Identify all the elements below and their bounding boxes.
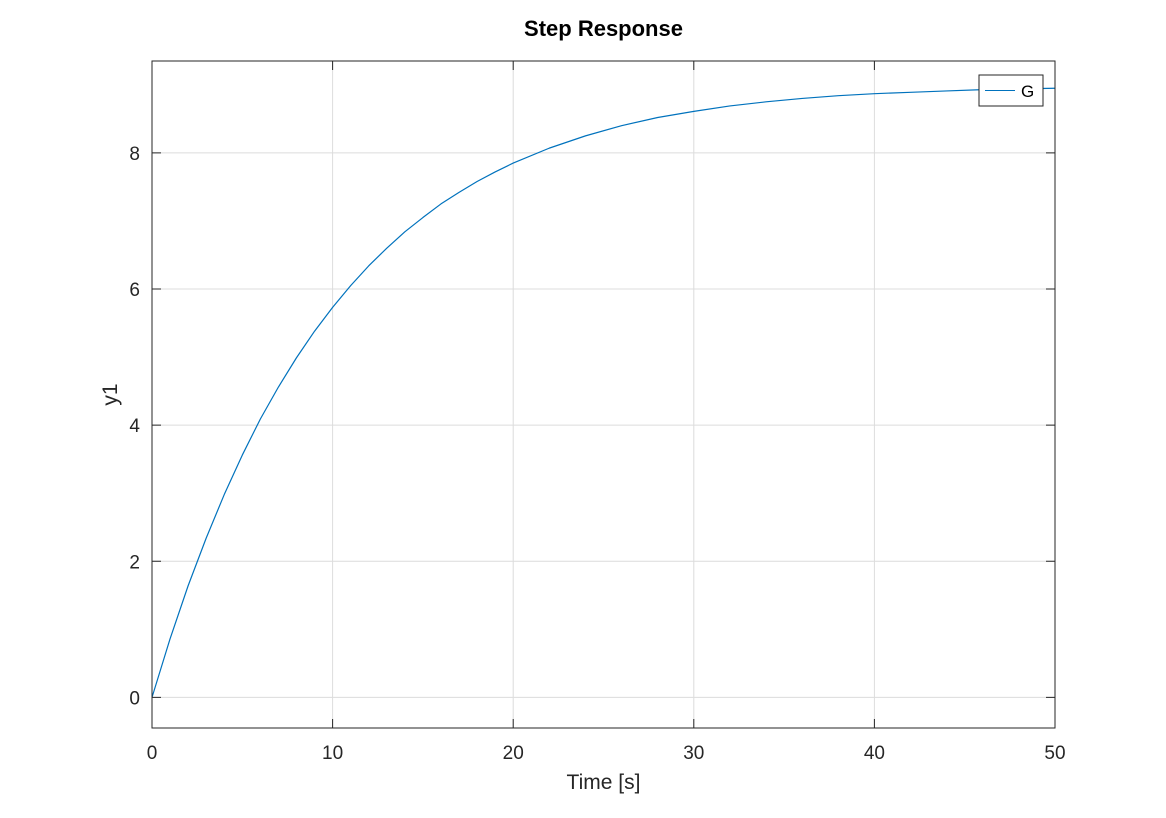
x-tick-label: 40 [864, 743, 885, 764]
x-axis-label: Time [s] [567, 771, 641, 794]
y-tick-label: 4 [129, 416, 140, 437]
series-line-g [151, 87, 1056, 698]
axes-box [151, 60, 1056, 729]
x-tick-label: 50 [1044, 743, 1065, 764]
x-tick-label: 0 [147, 743, 158, 764]
x-tick-label: 20 [503, 743, 524, 764]
y-tick-label: 2 [129, 552, 140, 573]
y-tick-label: 8 [129, 144, 140, 165]
x-tick-label: 10 [322, 743, 343, 764]
y-axis-label: y1 [99, 383, 122, 405]
legend: G [978, 74, 1044, 107]
axis-ticks [151, 61, 1056, 728]
chart-title: Step Response [524, 16, 683, 41]
legend-label-g: G [1021, 82, 1034, 101]
plot-area [152, 61, 1055, 728]
y-tick-label: 0 [129, 688, 140, 709]
series-lines [151, 87, 1056, 698]
x-tick-label: 30 [683, 743, 704, 764]
tick-labels: 0 10 20 30 40 50 0 2 4 6 8 [129, 144, 1065, 764]
grid-lines [152, 61, 1055, 728]
y-tick-label: 6 [129, 280, 140, 301]
